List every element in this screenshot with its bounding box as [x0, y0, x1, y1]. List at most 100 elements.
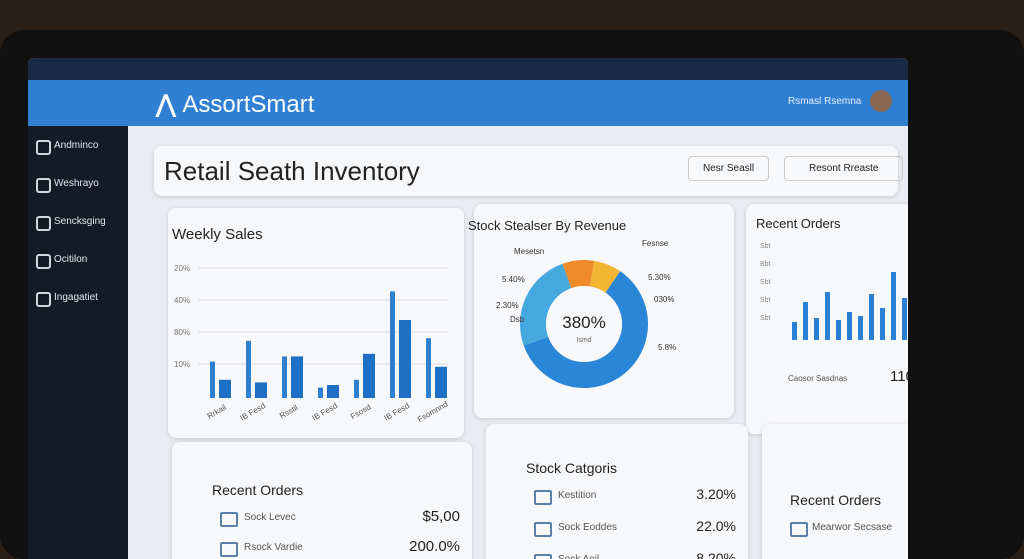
sidebar-icon [36, 292, 51, 307]
summary-label: Caosor Sasdnas [788, 374, 848, 383]
bar-chart: Sbt Bbt Sbt Sbt Sbt [760, 243, 907, 340]
bar [399, 320, 411, 398]
row-value: 200.0% [409, 538, 460, 555]
sidebar-item[interactable]: Ocitilon [54, 254, 88, 265]
brand: ⋀ AssortSmart [156, 91, 315, 118]
donut-segment [562, 260, 595, 289]
card-title: Recent Orders [756, 216, 841, 231]
bar [291, 356, 303, 398]
screen: ⋀ AssortSmart Rsmasl Rsemna Andminco Wesh… [28, 58, 908, 559]
donut-chart: 380% Ismd Mesetsn 5.40% 2.30% Dsb Fesnse 5.30% 0… [496, 239, 676, 388]
row-value: 3.20% [696, 486, 736, 502]
x-label: IB Fesd [311, 401, 339, 423]
bar [255, 382, 267, 398]
axis-label: 10% [174, 360, 190, 369]
bar [792, 322, 797, 340]
row-value: 8.20% [696, 550, 736, 559]
bar [318, 387, 323, 398]
bar [363, 353, 375, 398]
x-label: IB Fesd [383, 401, 411, 423]
donut-label: 5.8% [658, 343, 676, 352]
sidebar-icon [36, 178, 51, 193]
axis-label: Sbt [760, 279, 771, 286]
bar [902, 298, 907, 340]
donut-label: Mesetsn [514, 247, 544, 256]
axis-label: Sbt [760, 315, 771, 322]
bar [814, 318, 819, 340]
stock-categories-card: Stock Catgoris Kestition 3.20% Sock Eoddes 2… [486, 424, 748, 559]
header: ⋀ AssortSmart Rsmasl Rsemna [28, 80, 908, 126]
row-icon [220, 512, 238, 527]
row-label: Kestition [558, 490, 597, 501]
bar [210, 361, 215, 398]
bar [435, 366, 447, 398]
axis-label: 40% [174, 296, 190, 305]
bar [390, 291, 395, 398]
sidebar-icon [36, 216, 51, 231]
button[interactable]: Nesr Seasll [688, 156, 770, 181]
avatar[interactable] [870, 90, 892, 112]
bar [869, 294, 874, 340]
donut-label: 030% [654, 295, 674, 304]
sidebar-icon [36, 254, 51, 269]
brand-name: AssortSmart [182, 91, 315, 118]
x-label: Fsosd [349, 402, 372, 421]
sidebar: Andminco Weshrayo Sencksging Ocitilon Ingaga… [28, 126, 128, 559]
axis-label: Sbt [760, 297, 771, 304]
page-title: Retail Seath Inventory [164, 156, 420, 186]
donut-label: 5.40% [502, 275, 525, 284]
donut-label: Dsb [510, 315, 525, 324]
bar [858, 316, 863, 340]
bar [803, 302, 808, 340]
donut-segment [590, 260, 621, 293]
sidebar-icon [36, 140, 51, 155]
orders-chart-card: Recent Orders Sbt Bbt Sbt Sbt Sbt Caosor Sas… [746, 204, 908, 434]
row-label: Mearwor Secsase [812, 522, 893, 533]
row-label: Sock Aoil [558, 554, 599, 559]
bar [219, 379, 231, 398]
bar [246, 340, 251, 398]
card-title: Recent Orders [212, 482, 304, 498]
weekly-sales-card: Weekly Sales 20% 40% 80% 10% Rrkail IB Fesd Rs… [168, 208, 464, 438]
row-value: $5,00 [422, 508, 460, 525]
row-label: Sock Eoddes [558, 522, 617, 533]
bar [426, 338, 431, 398]
card-title: Weekly Sales [172, 226, 263, 243]
axis-label: 80% [174, 328, 190, 337]
bar [880, 308, 885, 340]
x-label: Fsomnnd [416, 400, 449, 424]
donut-hole [546, 286, 622, 362]
axis-label: 20% [174, 264, 190, 273]
revenue-card: Stock Stealser By Revenue 380% Ismd Mesets… [468, 204, 734, 418]
bar [836, 320, 841, 340]
card-title: Stock Stealser By Revenue [468, 218, 627, 233]
sidebar-item[interactable]: Weshrayo [54, 178, 99, 189]
sidebar-item[interactable]: Andminco [54, 140, 99, 151]
card-title: Stock Catgoris [526, 460, 618, 476]
donut-label: Fesnse [642, 239, 669, 248]
bar [282, 356, 287, 398]
row-icon [790, 522, 808, 537]
donut-segment [520, 263, 572, 346]
sidebar-item[interactable]: Ingagatiet [54, 292, 98, 303]
row-icon [534, 522, 552, 537]
donut-sub: Ismd [576, 337, 591, 344]
row-label: Rsock Vardie [244, 542, 303, 553]
button[interactable]: Resont Rreaste [784, 156, 904, 181]
card-title: Recent Orders [790, 492, 882, 508]
axis-label: Sbt [760, 243, 771, 250]
title-card: Retail Seath Inventory Nesr Seasll Reson… [154, 146, 904, 196]
axis-label: Bbt [760, 261, 771, 268]
x-label: Rrkail [206, 403, 228, 421]
row-icon [534, 490, 552, 505]
row-label: Sock Levec [244, 512, 296, 523]
user-name[interactable]: Rsmasl Rsemna [788, 96, 862, 107]
donut-center: 380% [562, 313, 605, 332]
row-value: 22.0% [696, 518, 736, 534]
summary-value: 1100% [890, 368, 908, 385]
bar [891, 272, 896, 340]
sidebar-item[interactable]: Sencksging [54, 216, 106, 227]
bar [825, 292, 830, 340]
browser-bar [28, 58, 908, 80]
